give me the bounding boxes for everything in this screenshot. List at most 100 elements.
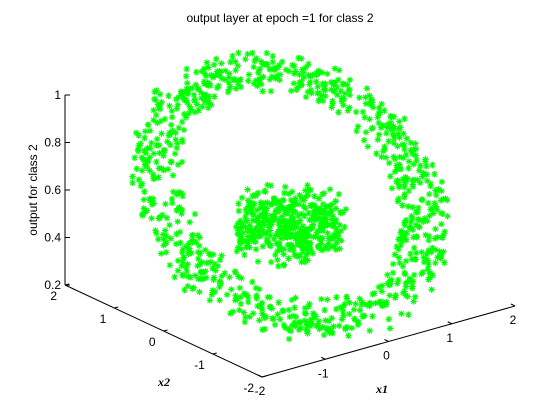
data-point — [291, 304, 298, 311]
data-point — [252, 246, 260, 253]
data-point — [272, 65, 280, 72]
data-point — [266, 65, 274, 73]
y-tick-mark — [212, 352, 217, 355]
data-point — [289, 225, 297, 232]
data-point — [343, 293, 350, 300]
data-point — [201, 97, 209, 104]
data-point — [275, 299, 282, 306]
data-point — [336, 221, 343, 229]
data-point — [355, 318, 362, 326]
data-point — [420, 254, 427, 261]
data-point — [175, 124, 183, 132]
data-point — [273, 72, 281, 79]
data-point — [184, 282, 192, 290]
y-tick-label: -1 — [194, 358, 205, 372]
data-point — [422, 231, 429, 239]
data-point — [395, 195, 402, 202]
data-point — [259, 243, 267, 250]
data-point — [288, 322, 296, 329]
data-point — [328, 243, 336, 250]
data-point — [351, 315, 358, 323]
data-point — [319, 97, 327, 105]
data-point — [241, 318, 249, 326]
data-point — [366, 302, 373, 310]
data-point — [315, 195, 323, 202]
data-point — [285, 255, 292, 262]
data-point — [344, 81, 351, 88]
data-point — [209, 251, 217, 258]
data-point — [313, 216, 320, 223]
data-point — [222, 67, 229, 74]
data-point — [256, 222, 264, 230]
data-point — [164, 138, 171, 145]
data-point — [246, 313, 253, 320]
data-point — [267, 258, 275, 266]
data-point — [333, 294, 340, 301]
data-point — [276, 61, 283, 69]
data-point — [291, 319, 299, 326]
data-point — [281, 189, 288, 197]
data-point — [340, 312, 347, 319]
data-point — [150, 116, 157, 124]
data-point — [395, 236, 402, 243]
data-point — [343, 323, 351, 331]
data-point — [408, 212, 415, 220]
data-point — [316, 69, 323, 76]
data-point — [195, 107, 202, 114]
data-point — [432, 225, 439, 233]
data-point — [249, 235, 257, 242]
data-point — [401, 141, 408, 149]
data-point — [298, 196, 306, 203]
data-point — [397, 235, 404, 242]
data-point — [261, 230, 269, 238]
data-point — [402, 151, 410, 158]
data-point — [227, 310, 234, 317]
data-point — [267, 182, 274, 189]
data-point — [268, 305, 275, 312]
data-point — [319, 80, 326, 88]
data-point — [350, 306, 358, 313]
data-point — [165, 92, 172, 99]
data-point — [197, 250, 204, 257]
data-point — [160, 231, 167, 238]
data-point — [242, 313, 249, 321]
data-point — [362, 301, 370, 309]
data-point — [250, 238, 257, 245]
data-point — [263, 235, 271, 243]
data-point — [195, 255, 202, 263]
data-point — [179, 249, 186, 256]
data-point — [150, 200, 158, 207]
data-point — [317, 226, 325, 233]
data-point — [413, 156, 420, 164]
data-point — [189, 232, 196, 239]
data-point — [309, 309, 317, 317]
data-point — [213, 84, 221, 92]
data-point — [302, 93, 310, 101]
data-point — [172, 95, 180, 103]
data-point — [335, 230, 342, 238]
data-point — [411, 293, 419, 301]
data-point — [163, 232, 170, 240]
data-point — [306, 240, 314, 248]
data-point — [316, 325, 323, 333]
data-point — [300, 244, 307, 252]
data-point — [225, 79, 233, 86]
data-point — [295, 201, 303, 208]
y-tick-label: 2 — [50, 289, 57, 303]
data-point — [178, 90, 185, 97]
data-point — [169, 172, 177, 179]
data-point — [188, 237, 195, 244]
data-point — [345, 310, 353, 318]
data-point — [210, 61, 218, 68]
data-point — [160, 236, 167, 243]
data-point — [416, 179, 424, 186]
data-point — [389, 269, 397, 277]
data-point — [313, 69, 320, 77]
data-point — [254, 82, 261, 90]
data-point — [221, 270, 228, 277]
data-point — [407, 224, 414, 232]
data-point — [379, 299, 387, 306]
data-point — [244, 50, 251, 58]
data-point — [391, 294, 399, 301]
data-point — [302, 193, 309, 201]
